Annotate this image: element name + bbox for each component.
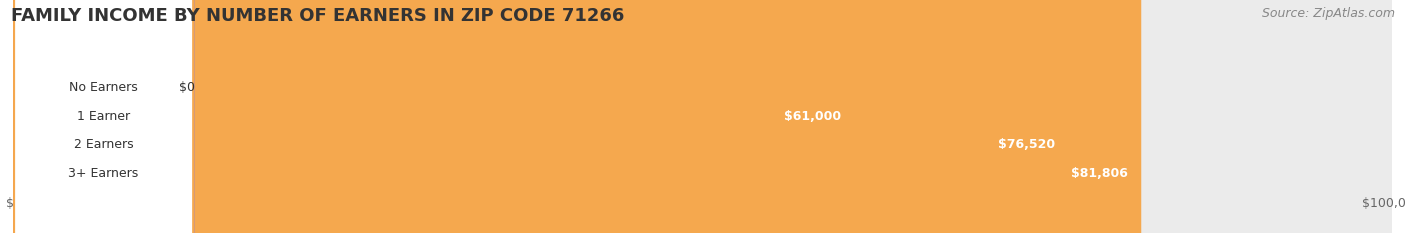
FancyBboxPatch shape bbox=[14, 0, 855, 233]
Text: Source: ZipAtlas.com: Source: ZipAtlas.com bbox=[1261, 7, 1395, 20]
Text: No Earners: No Earners bbox=[69, 81, 138, 94]
Text: $76,520: $76,520 bbox=[997, 138, 1054, 151]
Text: FAMILY INCOME BY NUMBER OF EARNERS IN ZIP CODE 71266: FAMILY INCOME BY NUMBER OF EARNERS IN ZI… bbox=[11, 7, 624, 25]
Text: 2 Earners: 2 Earners bbox=[73, 138, 134, 151]
FancyBboxPatch shape bbox=[14, 0, 193, 233]
FancyBboxPatch shape bbox=[14, 0, 1392, 233]
FancyBboxPatch shape bbox=[14, 0, 1392, 233]
FancyBboxPatch shape bbox=[14, 0, 1392, 233]
Text: 1 Earner: 1 Earner bbox=[77, 110, 131, 123]
Text: 3+ Earners: 3+ Earners bbox=[69, 167, 139, 180]
FancyBboxPatch shape bbox=[14, 0, 193, 233]
Text: $0: $0 bbox=[180, 81, 195, 94]
FancyBboxPatch shape bbox=[14, 0, 193, 233]
FancyBboxPatch shape bbox=[14, 0, 1392, 233]
Text: $61,000: $61,000 bbox=[783, 110, 841, 123]
FancyBboxPatch shape bbox=[14, 0, 193, 233]
Text: $81,806: $81,806 bbox=[1070, 167, 1128, 180]
FancyBboxPatch shape bbox=[14, 0, 132, 233]
FancyBboxPatch shape bbox=[14, 0, 1142, 233]
FancyBboxPatch shape bbox=[14, 0, 1069, 233]
